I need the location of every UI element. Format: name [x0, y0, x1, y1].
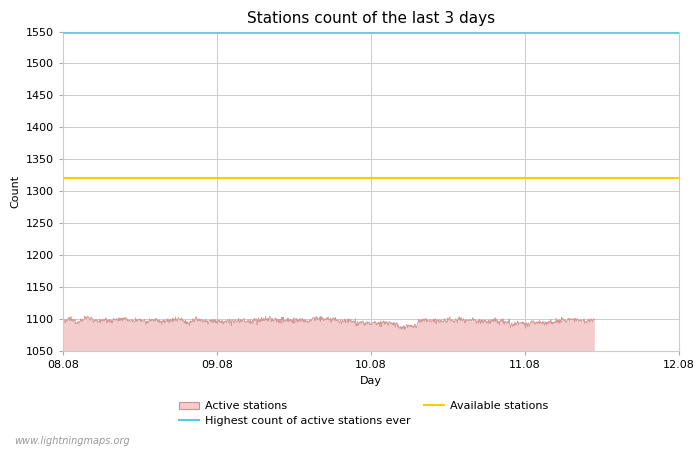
X-axis label: Day: Day [360, 376, 382, 386]
Legend: Active stations, Highest count of active stations ever, Available stations: Active stations, Highest count of active… [179, 401, 548, 426]
Y-axis label: Count: Count [10, 175, 20, 208]
Text: www.lightningmaps.org: www.lightningmaps.org [14, 436, 130, 446]
Title: Stations count of the last 3 days: Stations count of the last 3 days [247, 11, 495, 26]
